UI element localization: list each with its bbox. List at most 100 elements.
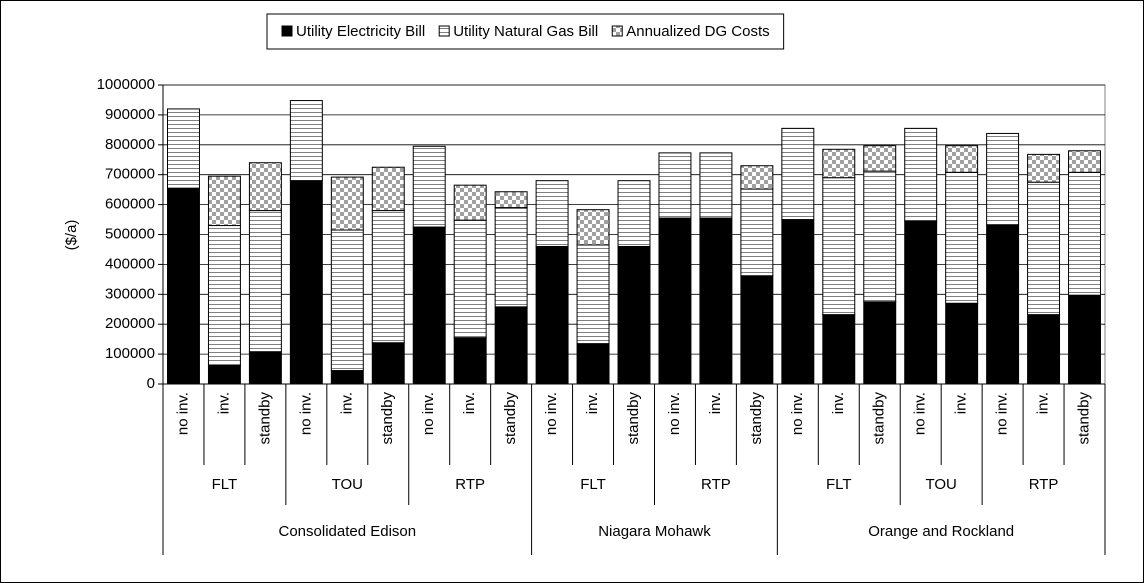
bar-segment [453,337,487,385]
bar-segment [330,176,364,231]
x-tick-label: inv. [1035,392,1052,414]
x-tick-label: standby [625,392,642,445]
bar-segment [207,225,241,366]
bar-segment [863,301,897,385]
bar-segment [617,245,651,385]
x-tick-label: standby [379,392,396,445]
x-tick-label: standby [871,392,888,445]
bar-segment [1027,153,1061,183]
y-tick-label: 700000 [105,166,155,183]
bar-segment [453,219,487,339]
x-tick-label: no inv. [789,392,806,435]
bar-segment [412,145,446,228]
bar-segment [945,171,979,304]
bar-segment [535,180,569,247]
bar-segment [822,314,856,385]
bar-segment [822,148,856,179]
bar-segment [986,132,1020,226]
x-tick-label: inv. [707,392,724,414]
y-tick-label: 800000 [105,136,155,153]
bar-segment [494,306,528,385]
y-tick-label: 200000 [105,315,155,332]
bar-segment [248,162,282,212]
bar-segment [986,224,1020,385]
y-tick-label: 1000000 [97,76,155,93]
y-axis-label: ($/a) [63,220,80,251]
bar-segment [494,191,528,209]
x-tick-label: inv. [461,392,478,414]
bar-segment [330,370,364,385]
bar-segment [1027,314,1061,385]
group-label: FLT [826,476,852,493]
legend-box [266,13,785,50]
bar-segment [289,180,323,385]
bar-segment [289,100,323,182]
x-tick-label: no inv. [174,392,191,435]
x-tick-label: inv. [215,392,232,414]
legend-swatch [611,25,623,37]
y-tick-label: 100000 [105,345,155,362]
x-tick-label: inv. [953,392,970,414]
x-tick-label: no inv. [297,392,314,435]
group-label: FLT [580,476,606,493]
bar-segment [248,210,282,353]
legend-label: Annualized DG Costs [626,23,769,40]
x-tick-label: no inv. [420,392,437,435]
bar-segment [576,244,610,345]
legend-label: Utility Natural Gas Bill [453,23,598,40]
bar-segment [740,165,774,190]
bar-segment [740,188,774,277]
bar-segment [822,177,856,316]
bar-segment [248,351,282,385]
bar-segment [904,127,938,222]
bar-segment [904,220,938,385]
x-tick-label: no inv. [543,392,560,435]
bar-segment [167,187,200,385]
bar-segment [412,226,446,385]
bar-segment [1068,171,1101,296]
bar-segment [617,180,651,247]
bar-segment [658,217,692,385]
group-label: RTP [455,476,485,493]
y-tick-label: 600000 [105,196,155,213]
y-tick-label: 400000 [105,255,155,272]
bar-segment [863,145,897,172]
bar-segment [535,245,569,385]
bar-segment [576,209,610,246]
group-label: RTP [701,476,731,493]
x-tick-label: inv. [338,392,355,414]
company-label: Orange and Rockland [868,523,1014,540]
bar-segment [781,219,815,385]
x-tick-label: standby [256,392,273,445]
bar-segment [371,342,405,385]
bar-segment [371,166,405,212]
bar-segment [453,184,487,221]
bar-segment [658,152,692,219]
bar-segment [576,343,610,385]
bar-segment [699,217,733,385]
x-tick-label: standby [502,392,519,445]
x-tick-label: no inv. [994,392,1011,435]
company-label: Niagara Mohawk [598,523,711,540]
legend: Utility Electricity Bill Utility Natural … [266,13,785,50]
x-tick-label: no inv. [912,392,929,435]
y-tick-label: 500000 [105,225,155,242]
bar-segment [699,152,733,219]
x-tick-label: inv. [584,392,601,414]
bar-segment [494,207,528,308]
legend-label: Utility Electricity Bill [296,23,425,40]
x-tick-label: standby [748,392,765,445]
x-tick-label: standby [1075,392,1092,445]
bar-segment [167,108,200,189]
legend-swatch [281,25,293,37]
group-label: TOU [332,476,363,493]
y-tick-label: 900000 [105,106,155,123]
bar-segment [1027,181,1061,316]
y-tick-label: 0 [147,375,155,392]
bar-segment [781,127,815,221]
x-tick-label: inv. [830,392,847,414]
bar-segment [371,210,405,344]
bar-segment [1068,150,1101,173]
group-label: RTP [1029,476,1059,493]
